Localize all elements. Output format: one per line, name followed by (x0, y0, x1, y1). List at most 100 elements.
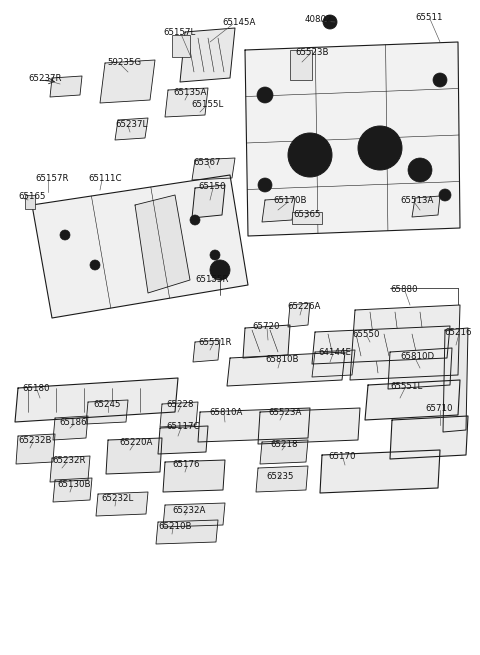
Text: 65232A: 65232A (172, 506, 205, 515)
Text: 65155L: 65155L (191, 100, 223, 109)
Text: 65170B: 65170B (273, 196, 307, 205)
Text: 65226A: 65226A (287, 302, 320, 311)
Polygon shape (312, 350, 355, 377)
Polygon shape (106, 438, 162, 474)
Polygon shape (350, 305, 460, 380)
Text: 65710: 65710 (425, 404, 453, 413)
Text: 65220A: 65220A (119, 438, 152, 447)
Polygon shape (192, 185, 225, 218)
Polygon shape (245, 42, 460, 236)
Circle shape (190, 215, 200, 225)
Circle shape (258, 178, 272, 192)
Text: 65550: 65550 (352, 330, 380, 339)
Text: 65186: 65186 (59, 418, 86, 427)
Text: 65155R: 65155R (195, 275, 228, 284)
Text: 65130B: 65130B (57, 480, 91, 489)
Polygon shape (53, 478, 92, 502)
Bar (172, 35, 190, 57)
Text: 65810D: 65810D (400, 352, 434, 361)
Circle shape (210, 260, 230, 280)
Circle shape (439, 189, 451, 201)
Text: 65165: 65165 (18, 192, 46, 201)
Polygon shape (243, 325, 290, 358)
Circle shape (433, 73, 447, 87)
Polygon shape (193, 340, 220, 362)
Polygon shape (50, 456, 90, 482)
Text: 65210B: 65210B (158, 522, 192, 531)
Text: 65135A: 65135A (173, 88, 206, 97)
Text: 65551R: 65551R (198, 338, 231, 347)
Text: 65218: 65218 (270, 440, 298, 449)
Polygon shape (86, 400, 128, 424)
Polygon shape (227, 352, 345, 386)
Bar (25, 195, 35, 209)
Polygon shape (443, 328, 468, 432)
Circle shape (257, 87, 273, 103)
Text: 65720: 65720 (252, 322, 279, 331)
Polygon shape (260, 440, 308, 464)
Text: 65145A: 65145A (222, 18, 255, 27)
Bar (292, 212, 322, 224)
Polygon shape (192, 158, 235, 180)
Text: 65170: 65170 (328, 452, 356, 461)
Polygon shape (100, 60, 155, 103)
Text: 65523A: 65523A (268, 408, 301, 417)
Polygon shape (258, 408, 360, 444)
Polygon shape (165, 88, 208, 117)
Text: 65232L: 65232L (101, 494, 133, 503)
Text: 64144E: 64144E (318, 348, 351, 357)
Text: 65176: 65176 (172, 460, 200, 469)
Text: 65367: 65367 (193, 158, 220, 167)
Text: 65150: 65150 (198, 182, 226, 191)
Polygon shape (50, 76, 82, 97)
Polygon shape (365, 380, 460, 420)
Polygon shape (320, 450, 440, 493)
Polygon shape (163, 503, 225, 527)
Circle shape (60, 230, 70, 240)
Polygon shape (198, 408, 310, 442)
Text: 65551L: 65551L (390, 382, 422, 391)
Text: 65523B: 65523B (295, 48, 328, 57)
Polygon shape (412, 196, 440, 217)
Text: 65216: 65216 (444, 328, 471, 337)
Polygon shape (163, 460, 225, 492)
Polygon shape (96, 492, 148, 516)
Polygon shape (256, 466, 308, 492)
Circle shape (358, 126, 402, 170)
Polygon shape (288, 303, 310, 327)
Circle shape (323, 15, 337, 29)
Text: 65157L: 65157L (163, 28, 195, 37)
Polygon shape (312, 326, 450, 364)
Polygon shape (180, 28, 235, 82)
Polygon shape (156, 520, 218, 544)
Circle shape (210, 250, 220, 260)
Text: 65111C: 65111C (88, 174, 121, 183)
Polygon shape (16, 434, 55, 464)
Polygon shape (32, 175, 248, 318)
Text: 65245: 65245 (93, 400, 120, 409)
Text: 65513A: 65513A (400, 196, 433, 205)
Circle shape (90, 260, 100, 270)
Text: 65810B: 65810B (265, 355, 299, 364)
Text: 65237L: 65237L (115, 120, 147, 129)
Text: 65117C: 65117C (166, 422, 200, 431)
Polygon shape (388, 348, 452, 389)
Text: 65180: 65180 (22, 384, 49, 393)
Polygon shape (15, 378, 178, 422)
Text: 65235: 65235 (266, 472, 293, 481)
Text: 65880: 65880 (390, 285, 418, 294)
Text: 40802: 40802 (305, 15, 333, 24)
Polygon shape (390, 416, 468, 459)
Polygon shape (158, 426, 208, 454)
Text: 65232R: 65232R (52, 456, 85, 465)
Polygon shape (262, 198, 295, 222)
Circle shape (408, 158, 432, 182)
Text: 65237R: 65237R (28, 74, 61, 83)
Text: 59235G: 59235G (107, 58, 141, 67)
Text: 65365: 65365 (293, 210, 321, 219)
Polygon shape (115, 118, 148, 140)
Bar (290, 50, 312, 80)
Polygon shape (160, 402, 198, 427)
Text: 65511: 65511 (415, 13, 443, 22)
Text: 65228: 65228 (166, 400, 193, 409)
